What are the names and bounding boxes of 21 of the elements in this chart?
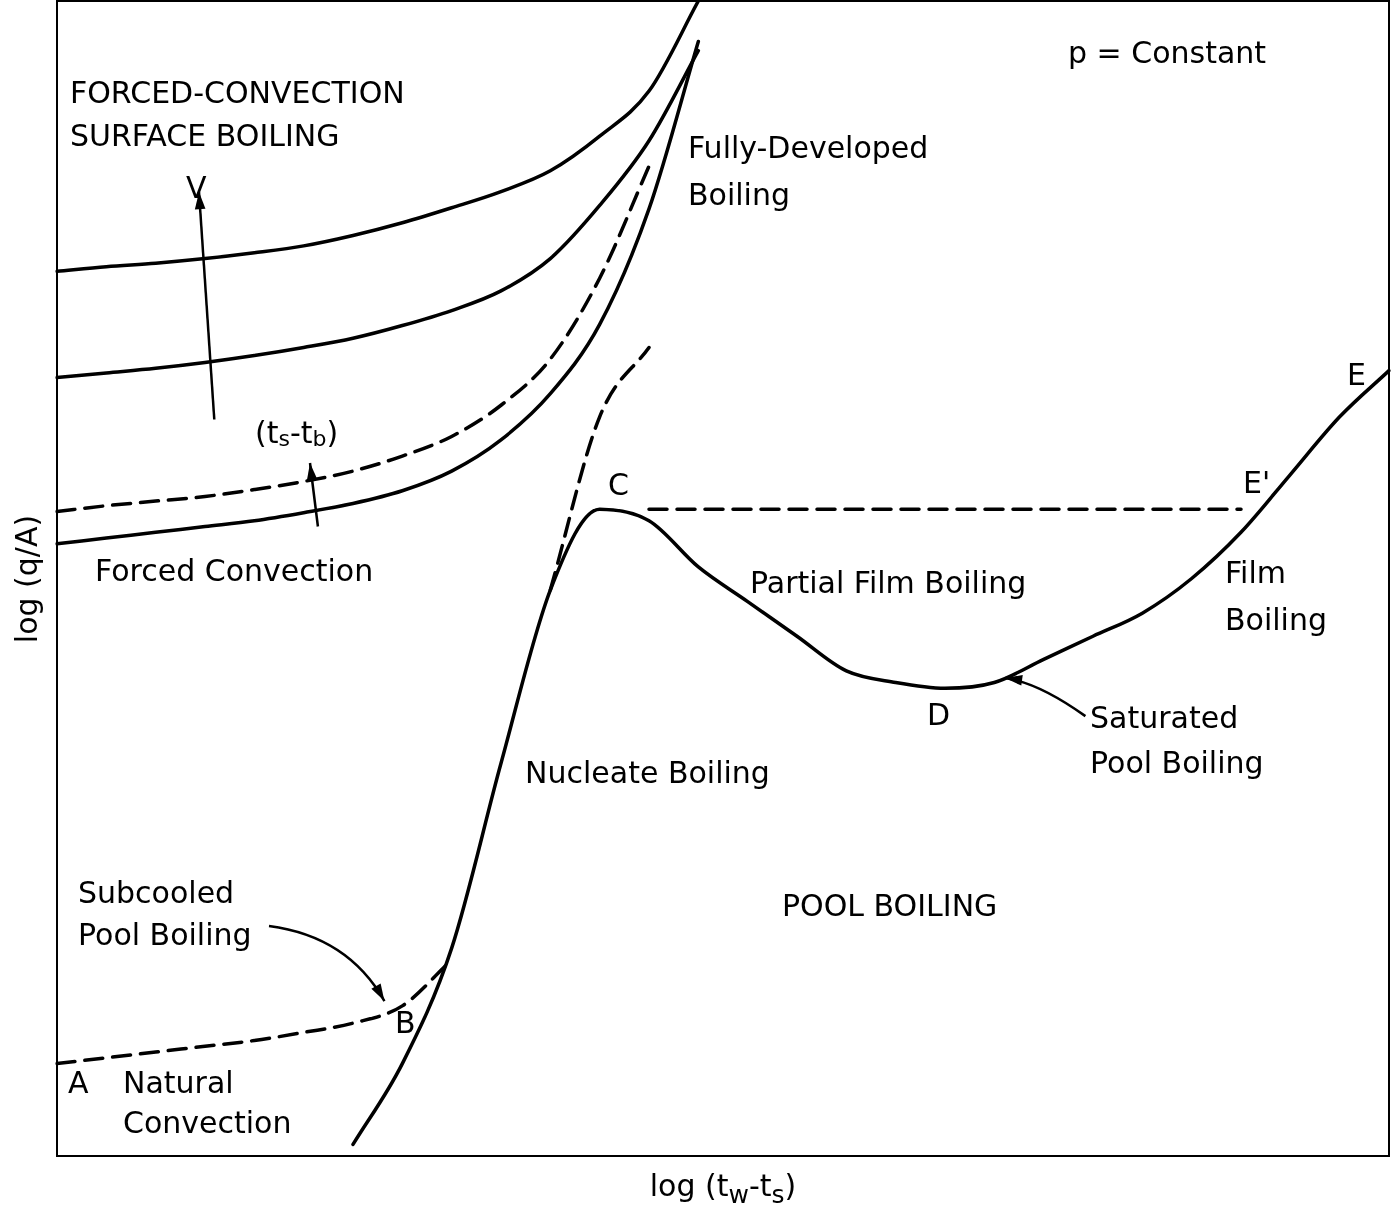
annotation: C [608,466,629,502]
annotation: POOL BOILING [782,887,998,923]
annotation: A [68,1064,89,1100]
annotation: D [927,696,951,732]
annotation: Fully-Developed Boiling [688,129,929,212]
annotation: Nucleate Boiling [525,754,770,790]
annotation: V [186,169,207,205]
annotation: B [395,1004,416,1040]
annotation: E' [1243,464,1271,500]
annotation: Film Boiling [1225,554,1327,637]
annotation: Natural Convection [123,1064,292,1140]
annotation: FORCED-CONVECTION SURFACE BOILING [70,74,405,153]
annotation: Saturated Pool Boiling [1090,699,1264,780]
annotation: E [1347,356,1366,392]
annotation: Forced Convection [95,552,374,588]
x-axis-title: log (t$_{w}$-t$_{s}$) [649,1168,797,1209]
y-axis-title: log (q/A) [8,514,44,643]
annotation: (ts-tb) [255,414,339,451]
annotation: Subcooled Pool Boiling [78,874,252,952]
annotation: p = Constant [1068,34,1267,70]
annotation: Partial Film Boiling [750,564,1027,600]
